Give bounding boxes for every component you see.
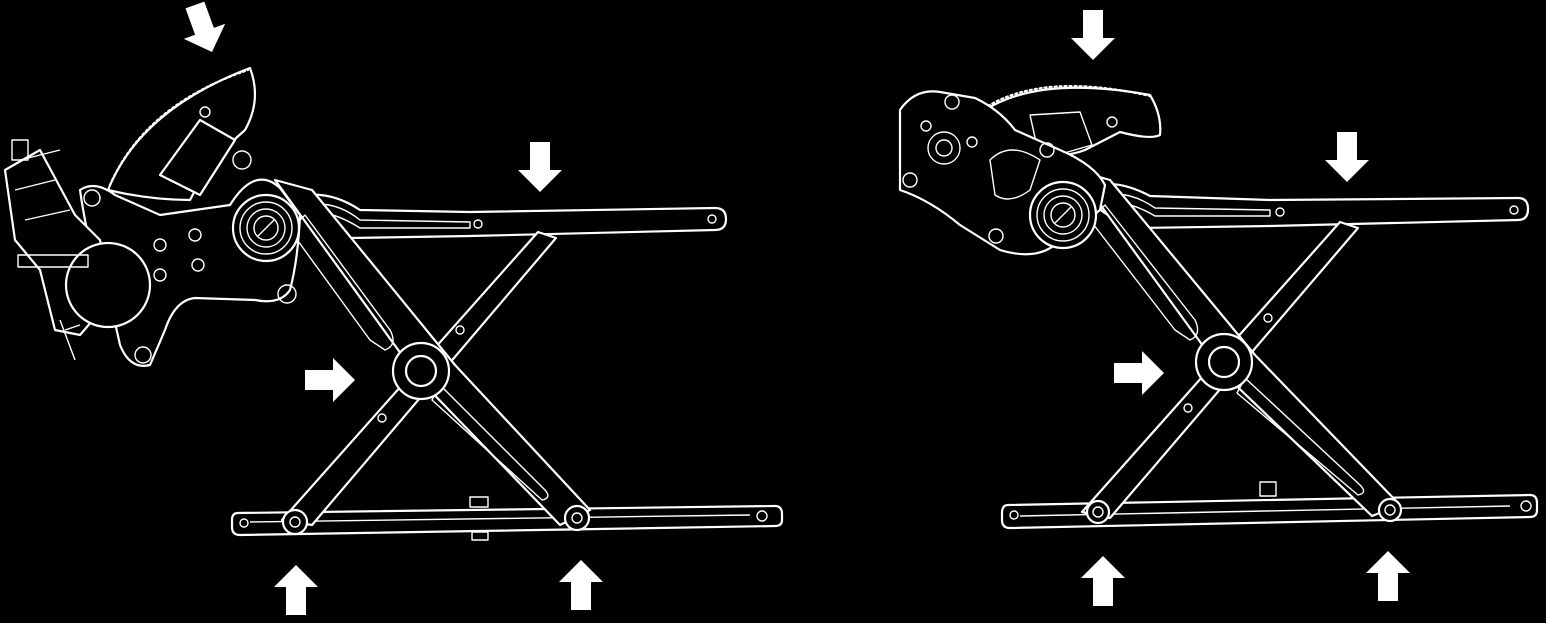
right-lower-pivot-1 bbox=[1085, 499, 1111, 525]
right-lower-rail bbox=[1000, 481, 1539, 530]
arrow-down-icon bbox=[174, 0, 233, 60]
arrow-right-icon bbox=[1114, 351, 1164, 395]
left-regulator bbox=[3, 0, 784, 615]
arrow-up-icon bbox=[274, 565, 318, 615]
left-sector-gear bbox=[106, 66, 257, 202]
arrow-up-icon bbox=[1366, 551, 1410, 601]
right-cable-drum bbox=[1028, 180, 1098, 250]
left-lower-rail bbox=[230, 496, 784, 541]
left-regulator-motor bbox=[3, 139, 152, 361]
left-center-pivot bbox=[391, 341, 451, 401]
right-lower-pivot-2 bbox=[1377, 497, 1403, 523]
right-regulator bbox=[898, 10, 1539, 606]
arrow-right-icon bbox=[305, 358, 355, 402]
arrow-down-icon bbox=[518, 142, 562, 192]
left-upper-rail bbox=[298, 193, 728, 240]
right-center-pivot bbox=[1194, 332, 1254, 392]
arrow-down-icon bbox=[1325, 132, 1369, 182]
right-upper-rail bbox=[1093, 182, 1530, 230]
arrow-up-icon bbox=[559, 560, 603, 610]
left-lower-pivot-2 bbox=[563, 504, 591, 532]
left-cable-drum bbox=[231, 193, 301, 263]
arrow-up-icon bbox=[1081, 556, 1125, 606]
left-lower-pivot-1 bbox=[281, 508, 309, 536]
arrow-down-icon bbox=[1071, 10, 1115, 60]
